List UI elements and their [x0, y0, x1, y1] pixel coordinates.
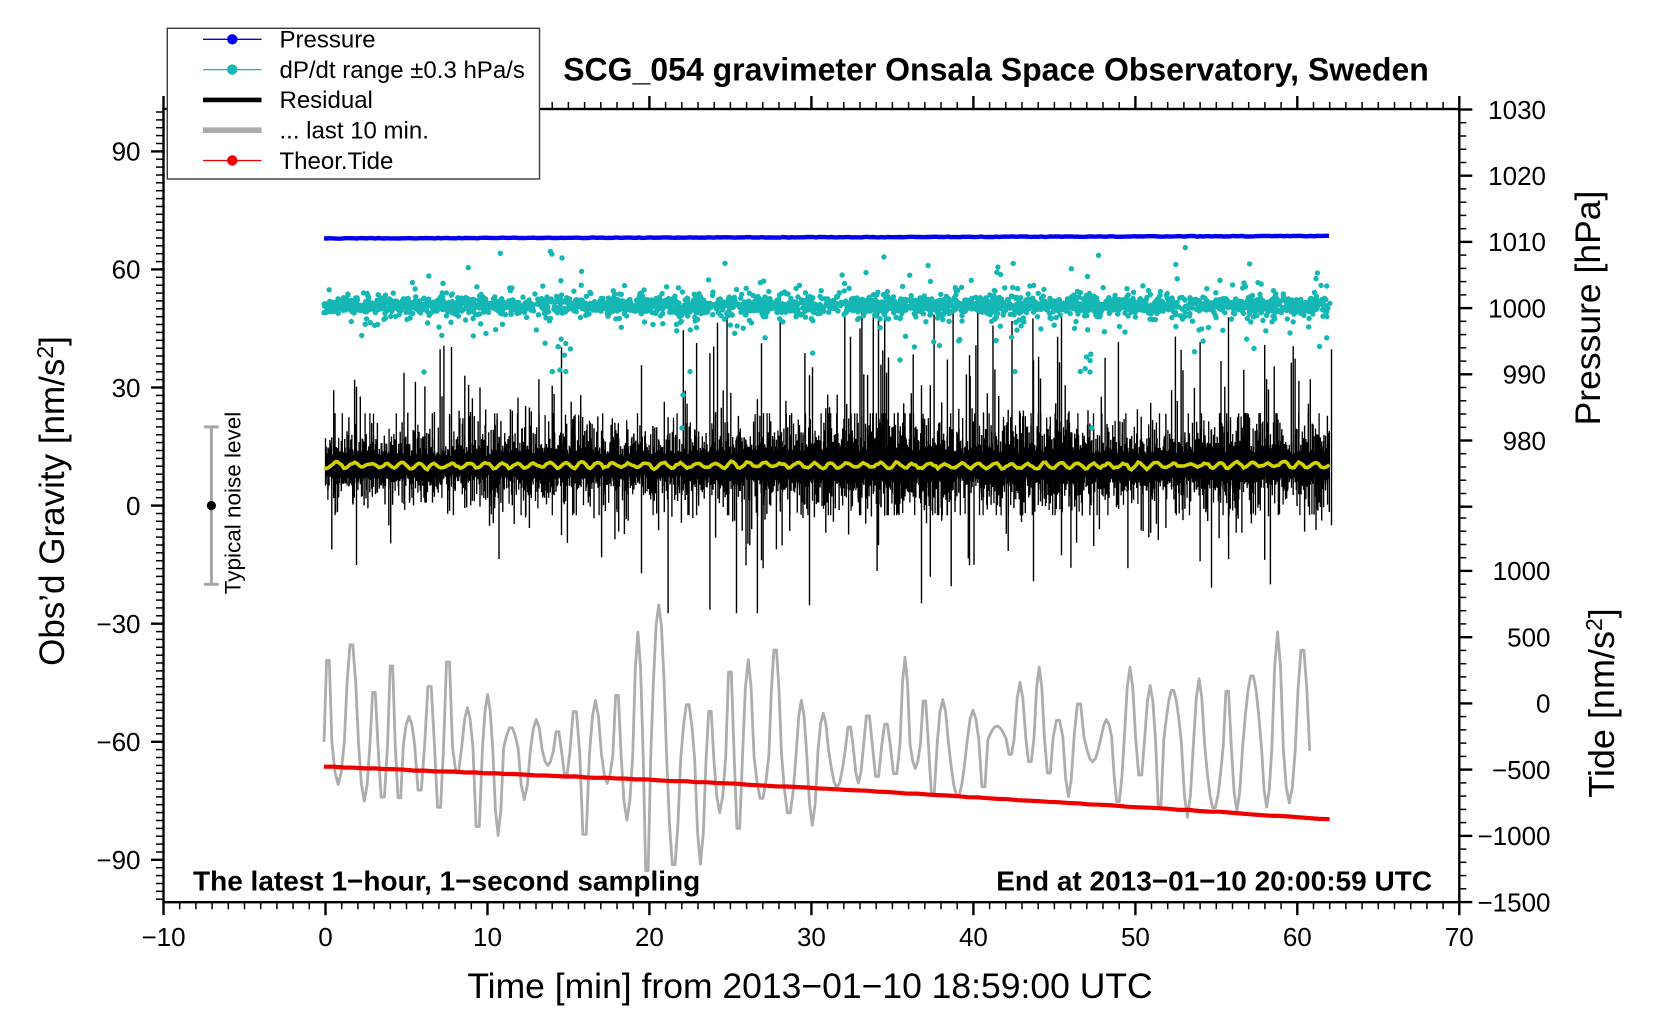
- svg-text:990: 990: [1503, 360, 1546, 390]
- svg-text:Tide [nm/s2]: Tide [nm/s2]: [1581, 608, 1622, 798]
- svg-text:70: 70: [1445, 922, 1474, 952]
- svg-text:0: 0: [318, 922, 332, 952]
- svg-text:980: 980: [1503, 426, 1546, 456]
- svg-text:60: 60: [112, 255, 141, 285]
- svg-text:10: 10: [473, 922, 502, 952]
- svg-text:1010: 1010: [1488, 227, 1546, 257]
- svg-text:... last 10 min.: ... last 10 min.: [280, 118, 429, 145]
- svg-text:500: 500: [1507, 623, 1550, 653]
- svg-text:Obs’d Gravity [nm/s2]: Obs’d Gravity [nm/s2]: [32, 336, 72, 666]
- svg-text:−500: −500: [1492, 755, 1551, 785]
- svg-text:Time [min] from 2013−01−10 18:: Time [min] from 2013−01−10 18:59:00 UTC: [467, 966, 1152, 1006]
- svg-text:30: 30: [797, 922, 826, 952]
- svg-text:−60: −60: [96, 727, 140, 757]
- svg-text:60: 60: [1283, 922, 1312, 952]
- svg-text:0: 0: [1536, 689, 1550, 719]
- svg-text:Pressure [hPa]: Pressure [hPa]: [1568, 191, 1608, 426]
- svg-text:1000: 1000: [1493, 556, 1551, 586]
- svg-text:1000: 1000: [1488, 293, 1546, 323]
- svg-text:−90: −90: [96, 845, 140, 875]
- svg-text:40: 40: [959, 922, 988, 952]
- svg-text:End at 2013−01−10 20:00:59 UTC: End at 2013−01−10 20:00:59 UTC: [996, 866, 1432, 897]
- svg-text:Typical noise level: Typical noise level: [221, 412, 246, 595]
- svg-text:−10: −10: [141, 922, 185, 952]
- svg-text:dP/dt range ±0.3 hPa/s: dP/dt range ±0.3 hPa/s: [280, 57, 525, 84]
- svg-text:20: 20: [635, 922, 664, 952]
- svg-text:−1000: −1000: [1477, 821, 1550, 851]
- svg-text:30: 30: [112, 373, 141, 403]
- svg-text:50: 50: [1121, 922, 1150, 952]
- svg-text:The latest 1−hour, 1−second sa: The latest 1−hour, 1−second sampling: [193, 866, 700, 897]
- svg-text:1030: 1030: [1488, 95, 1546, 125]
- svg-text:Theor.Tide: Theor.Tide: [280, 148, 394, 175]
- svg-text:Pressure: Pressure: [280, 27, 376, 54]
- svg-text:90: 90: [112, 137, 141, 167]
- svg-text:1020: 1020: [1488, 161, 1546, 191]
- svg-text:−30: −30: [96, 609, 140, 639]
- svg-text:SCG_054 gravimeter Onsala Spac: SCG_054 gravimeter Onsala Space Observat…: [563, 52, 1429, 88]
- svg-text:Residual: Residual: [280, 87, 373, 114]
- svg-text:0: 0: [126, 491, 140, 521]
- svg-text:−1500: −1500: [1477, 887, 1550, 917]
